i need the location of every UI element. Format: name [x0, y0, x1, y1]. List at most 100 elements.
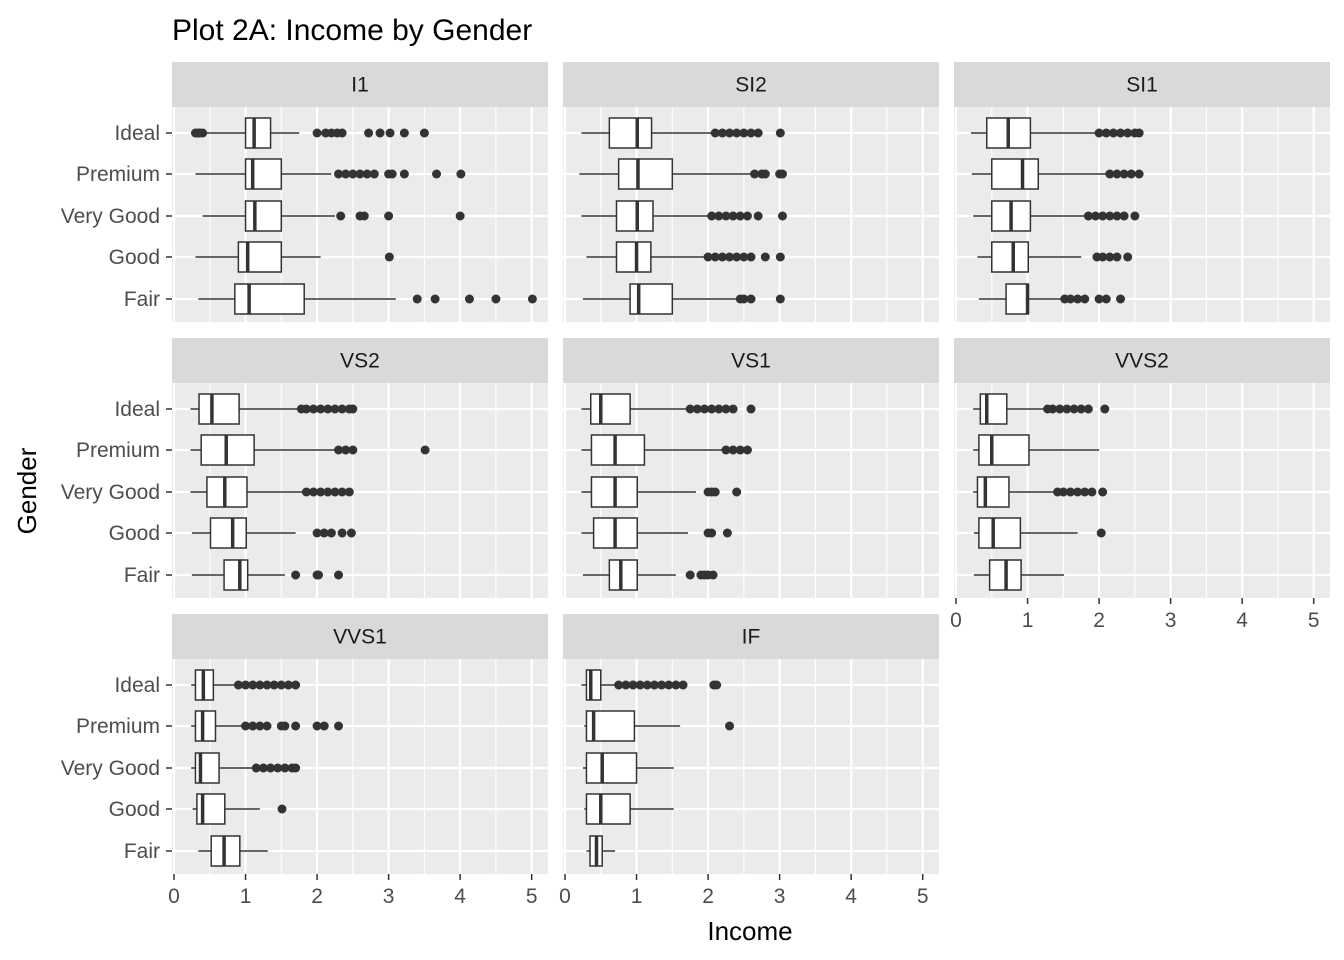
outlier-point	[1108, 128, 1118, 138]
iqr-box	[590, 434, 646, 466]
facet-strip-label: VS2	[340, 350, 380, 373]
outlier-point	[1112, 169, 1122, 179]
facet-strip-label: IF	[742, 626, 761, 649]
outlier-point	[464, 294, 474, 304]
outlier-point	[255, 680, 265, 690]
facet-strip	[954, 62, 1330, 107]
outlier-point	[722, 528, 732, 538]
outlier-point	[1112, 211, 1122, 221]
iqr-box	[629, 283, 674, 315]
outlier-point	[1100, 404, 1110, 414]
iqr-box	[608, 559, 639, 591]
outlier-point	[319, 528, 329, 538]
outlier-point	[341, 445, 351, 455]
outlier-point	[337, 404, 347, 414]
x-axis-title: Income	[707, 916, 792, 946]
outlier-point	[717, 128, 727, 138]
iqr-box	[1005, 283, 1030, 315]
y-tick-label: Ideal	[114, 674, 160, 697]
y-tick-label: Fair	[124, 288, 160, 311]
iqr-box	[976, 476, 1010, 508]
outlier-point	[717, 252, 727, 262]
outlier-point	[775, 294, 785, 304]
outlier-point	[721, 445, 731, 455]
outlier-point	[760, 169, 770, 179]
facet-vvs2: VVS2 0 1 2 3 4 5	[950, 338, 1330, 632]
iqr-box	[978, 517, 1022, 549]
outlier-point	[1062, 404, 1072, 414]
x-tick-label: 5	[1308, 609, 1320, 632]
outlier-point	[251, 763, 261, 773]
outlier-point	[1101, 294, 1111, 304]
facet-strip-label: VS1	[731, 350, 771, 373]
boxplot-very-good	[202, 200, 465, 232]
outlier-point	[735, 445, 745, 455]
facet-strip	[954, 338, 1330, 383]
outlier-point	[1069, 404, 1079, 414]
boxplot-good	[195, 241, 394, 273]
boxplot-fair	[973, 559, 1065, 591]
outlier-point	[283, 680, 293, 690]
boxplot-very-good	[191, 752, 301, 784]
outlier-point	[753, 211, 763, 221]
boxplot-very-good	[973, 200, 1140, 232]
outlier-point	[419, 128, 429, 138]
outlier-point	[708, 570, 718, 580]
x-tick-label: 1	[631, 885, 643, 908]
outlier-point	[326, 528, 336, 538]
outlier-point	[728, 404, 738, 414]
outlier-point	[312, 128, 322, 138]
facet-if: IF 0 1 2 3 4 5	[559, 614, 939, 908]
outlier-point	[746, 294, 756, 304]
outlier-point	[707, 404, 717, 414]
outlier-point	[1105, 169, 1115, 179]
facet-strip	[563, 62, 939, 107]
iqr-box	[209, 517, 248, 549]
y-tick-label: Very Good	[61, 481, 160, 504]
outlier-point	[248, 680, 258, 690]
outlier-point	[1123, 128, 1133, 138]
outlier-point	[309, 404, 318, 414]
y-tick-label: Good	[109, 798, 160, 821]
facet-i1: I1 Ideal Premium Very Good Good Fair	[61, 62, 548, 322]
facet-strip	[563, 614, 939, 659]
y-axis-title: Gender	[12, 447, 42, 534]
x-tick-label: 3	[383, 885, 395, 908]
x-tick-label: 5	[917, 885, 929, 908]
outlier-point	[685, 404, 695, 414]
iqr-box	[585, 669, 602, 701]
outlier-point	[1083, 404, 1093, 414]
outlier-point	[491, 294, 501, 304]
boxplot-good	[586, 241, 785, 273]
outlier-point	[692, 404, 702, 414]
boxplot-very-good	[190, 476, 354, 508]
iqr-box	[198, 393, 240, 425]
outlier-point	[732, 128, 742, 138]
boxplot-premium	[584, 710, 735, 742]
outlier-point	[614, 680, 624, 690]
y-tick-label: Fair	[124, 564, 160, 587]
outlier-point	[710, 128, 720, 138]
x-tick-label: 4	[454, 885, 466, 908]
outlier-point	[664, 680, 674, 690]
boxplot-ideal	[190, 393, 358, 425]
outlier-point	[725, 721, 735, 731]
outlier-point	[1116, 128, 1126, 138]
x-tick-label: 2	[702, 885, 714, 908]
boxplot-ideal	[190, 117, 429, 149]
outlier-point	[1098, 487, 1108, 497]
outlier-point	[746, 404, 756, 414]
outlier-point	[527, 294, 537, 304]
outlier-point	[291, 763, 301, 773]
iqr-box	[991, 241, 1030, 273]
outlier-point	[1055, 404, 1065, 414]
outlier-point	[346, 528, 356, 538]
outlier-point	[1091, 211, 1100, 221]
outlier-point	[775, 128, 785, 138]
outlier-point	[323, 404, 333, 414]
x-tick-label: 5	[526, 885, 538, 908]
outlier-point	[369, 169, 379, 179]
outlier-point	[742, 211, 752, 221]
outlier-point	[1105, 211, 1115, 221]
boxplot-premium	[190, 434, 430, 466]
